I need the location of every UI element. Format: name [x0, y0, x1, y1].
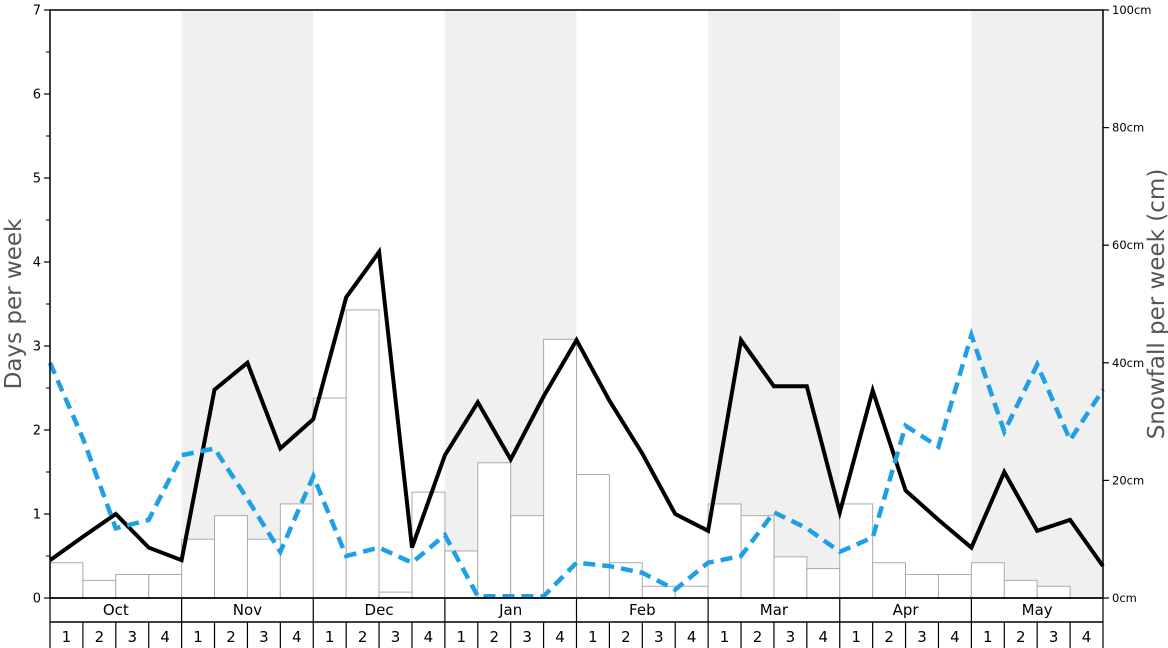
y-tick-label: 7 — [33, 4, 41, 19]
week-label: 2 — [884, 628, 894, 646]
y-tick-label: 3 — [33, 340, 41, 355]
week-label: 1 — [325, 628, 335, 646]
snowfall-bar — [477, 462, 512, 599]
month-label: Nov — [233, 601, 262, 619]
month-label: Oct — [103, 601, 129, 619]
week-label: 2 — [489, 628, 499, 646]
week-label: 1 — [62, 628, 72, 646]
week-label: 4 — [1082, 628, 1092, 646]
days-lines — [47, 246, 1105, 599]
week-label: 2 — [358, 628, 368, 646]
snowfall-bar — [312, 397, 347, 599]
week-label: 1 — [457, 628, 467, 646]
week-row: 1 2 3 4 1 2 3 4 1 2 3 4 1 2 3 4 1 2 3 4 1 2 3 4 1 2 3 4 1 2 3 4 — [49, 622, 1104, 648]
week-label: 2 — [226, 628, 236, 646]
week-label: 1 — [983, 628, 993, 646]
dashed-series-line — [47, 327, 1105, 599]
week-label: 3 — [522, 628, 532, 646]
snowfall-bar — [707, 503, 742, 599]
week-label: 3 — [654, 628, 664, 646]
week-label: 3 — [1049, 628, 1059, 646]
snowfall-bar — [115, 573, 150, 599]
snowfall-bar — [740, 515, 775, 599]
snowfall-bar — [1003, 579, 1038, 599]
week-label: 3 — [259, 628, 269, 646]
week-label: 1 — [851, 628, 861, 646]
month-label: May — [1022, 601, 1053, 619]
y2-tick-label: 0cm — [1112, 591, 1137, 605]
week-label: 1 — [193, 628, 203, 646]
snowfall-bar — [641, 585, 676, 599]
week-label: 2 — [753, 628, 763, 646]
month-band — [971, 10, 1103, 598]
snowfall-bar — [82, 579, 117, 599]
left-axis: 0 1 2 3 4 5 6 7 — [33, 4, 50, 607]
month-label: Mar — [760, 601, 789, 619]
week-label: 4 — [555, 628, 565, 646]
snowfall-bar — [773, 556, 808, 599]
snowfall-bar — [872, 562, 907, 599]
solid-series-line — [48, 246, 1105, 568]
snowfall-bar — [1036, 585, 1071, 599]
week-label: 3 — [391, 628, 401, 646]
y-axis-title: Days per week — [1, 218, 27, 389]
month-label: Apr — [893, 601, 920, 619]
week-label: 4 — [292, 628, 302, 646]
y2-tick-label: 60cm — [1112, 238, 1144, 252]
y-tick-label: 6 — [33, 88, 41, 103]
snowfall-bar — [246, 538, 281, 599]
y-tick-label: 2 — [33, 424, 41, 439]
y2-axis-title: Snowfall per week (cm) — [1144, 169, 1168, 440]
month-band — [181, 10, 314, 598]
month-row: Oct Nov Dec Jan Feb Mar Apr May — [49, 597, 1104, 623]
snowfall-bar — [937, 573, 972, 599]
y2-tick-label: 80cm — [1112, 121, 1144, 135]
y2-tick-label: 20cm — [1112, 473, 1144, 487]
snowfall-bar — [181, 538, 216, 599]
week-label: 4 — [687, 628, 697, 646]
week-label: 1 — [720, 628, 730, 646]
snowfall-bar — [970, 562, 1005, 599]
week-label: 1 — [588, 628, 598, 646]
week-label: 4 — [819, 628, 829, 646]
y-tick-label: 4 — [33, 256, 41, 271]
y-tick-label: 1 — [33, 508, 41, 523]
snowfall-bar — [378, 591, 413, 599]
snowfall-bar — [806, 568, 841, 599]
snowfall-bar — [411, 491, 446, 599]
month-label: Dec — [365, 601, 394, 619]
snowfall-bar — [148, 573, 183, 599]
y-tick-label: 0 — [33, 592, 41, 607]
snowfall-bar — [510, 515, 545, 599]
snowfall-bar — [214, 515, 248, 599]
snowfall-bar — [905, 573, 939, 599]
week-label: 2 — [621, 628, 631, 646]
snowfall-bar — [543, 338, 577, 599]
week-label: 2 — [95, 628, 105, 646]
y2-tick-label: 40cm — [1112, 356, 1144, 370]
week-label: 3 — [786, 628, 796, 646]
week-label: 3 — [917, 628, 927, 646]
month-label: Jan — [498, 601, 522, 619]
snowfall-bar — [576, 474, 610, 599]
week-label: 4 — [160, 628, 170, 646]
week-label: 4 — [950, 628, 960, 646]
right-axis: 0cm 20cm 40cm 60cm 80cm 100cm — [1103, 3, 1151, 605]
y2-tick-label: 100cm — [1112, 3, 1151, 17]
month-label: Feb — [629, 601, 656, 619]
month-band — [708, 10, 840, 598]
week-label: 2 — [1016, 628, 1026, 646]
y-tick-label: 5 — [33, 172, 41, 187]
week-label: 3 — [127, 628, 137, 646]
week-label: 4 — [424, 628, 434, 646]
snowfall-bar — [49, 562, 84, 599]
